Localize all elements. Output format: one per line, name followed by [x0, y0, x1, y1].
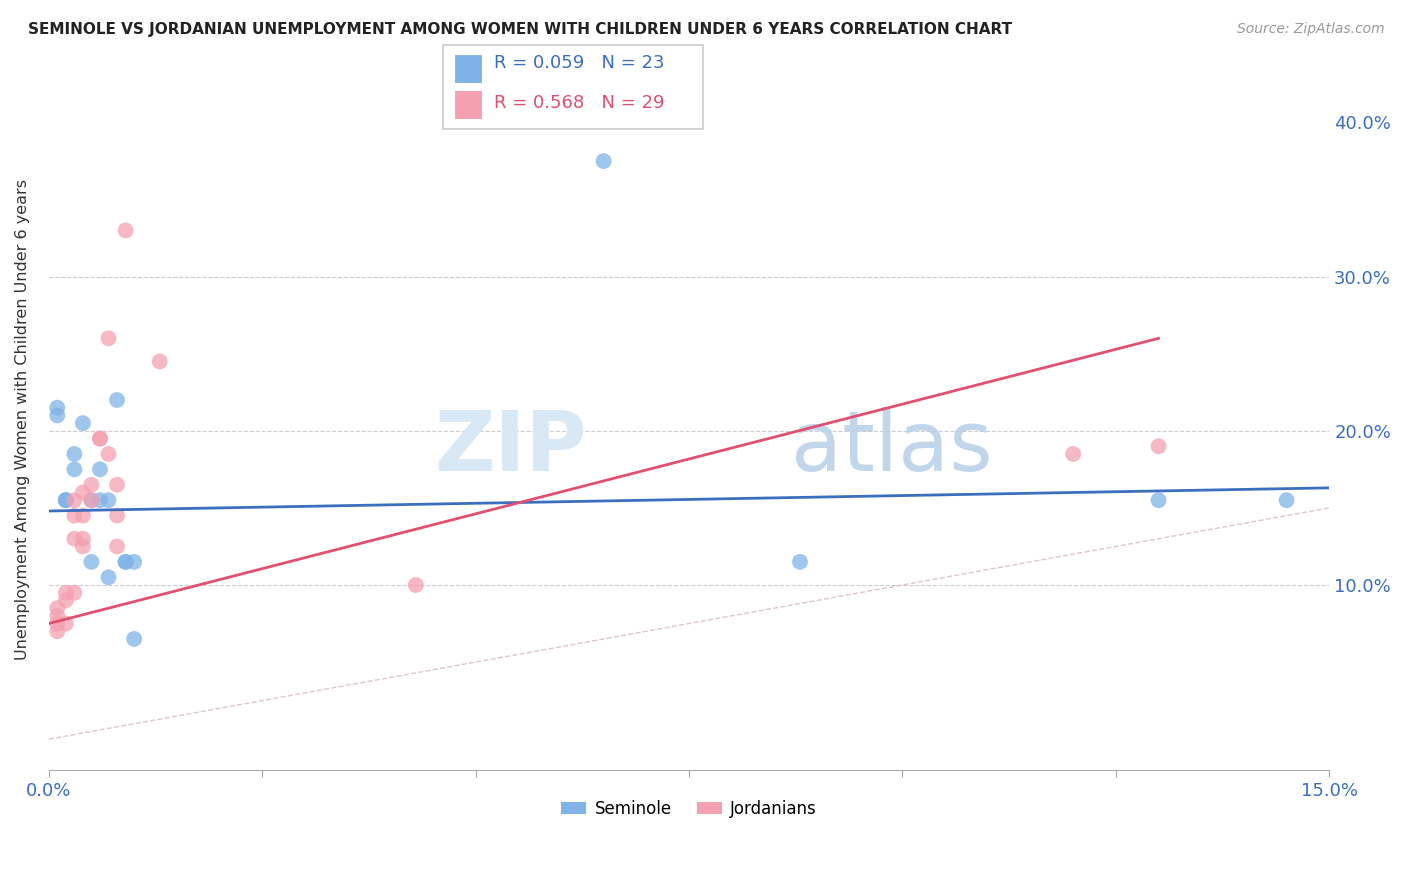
Point: [63, 447, 86, 461]
Point: [97, 570, 120, 584]
Text: SEMINOLE VS JORDANIAN UNEMPLOYMENT AMONG WOMEN WITH CHILDREN UNDER 6 YEARS CORRE: SEMINOLE VS JORDANIAN UNEMPLOYMENT AMONG…: [28, 22, 1012, 37]
Point: [55, 493, 77, 508]
Point: [46, 601, 69, 615]
Point: [405, 578, 427, 592]
Point: [1062, 447, 1084, 461]
Point: [105, 508, 128, 523]
Point: [122, 632, 145, 646]
Point: [89, 462, 111, 476]
Point: [63, 508, 86, 523]
Point: [114, 555, 136, 569]
Point: [80, 477, 103, 491]
Point: [80, 493, 103, 508]
Text: Source: ZipAtlas.com: Source: ZipAtlas.com: [1237, 22, 1385, 37]
Point: [114, 555, 136, 569]
Point: [46, 409, 69, 423]
Point: [72, 485, 94, 500]
Point: [89, 432, 111, 446]
Point: [80, 493, 103, 508]
Point: [1275, 493, 1298, 508]
Point: [80, 555, 103, 569]
Point: [97, 447, 120, 461]
Point: [592, 154, 614, 169]
Point: [63, 462, 86, 476]
Text: R = 0.568   N = 29: R = 0.568 N = 29: [494, 94, 664, 112]
Text: atlas: atlas: [792, 407, 993, 488]
Point: [149, 354, 172, 368]
Point: [46, 608, 69, 623]
Point: [46, 401, 69, 415]
Point: [55, 493, 77, 508]
Point: [114, 223, 136, 237]
Point: [63, 493, 86, 508]
Point: [1147, 493, 1170, 508]
Legend: Seminole, Jordanians: Seminole, Jordanians: [554, 794, 824, 825]
Point: [63, 532, 86, 546]
FancyBboxPatch shape: [454, 54, 482, 83]
Point: [105, 477, 128, 491]
Point: [122, 555, 145, 569]
Point: [55, 593, 77, 607]
Point: [55, 585, 77, 599]
Point: [63, 585, 86, 599]
Bar: [443, 45, 703, 129]
Point: [89, 493, 111, 508]
Point: [72, 508, 94, 523]
Point: [97, 493, 120, 508]
Point: [72, 540, 94, 554]
Point: [72, 532, 94, 546]
Text: ZIP: ZIP: [434, 407, 586, 488]
Point: [55, 493, 77, 508]
Point: [1147, 439, 1170, 453]
Point: [55, 616, 77, 631]
Point: [105, 540, 128, 554]
Point: [89, 432, 111, 446]
FancyBboxPatch shape: [454, 90, 482, 119]
Y-axis label: Unemployment Among Women with Children Under 6 years: Unemployment Among Women with Children U…: [15, 178, 30, 660]
Point: [46, 624, 69, 639]
Point: [105, 392, 128, 407]
Point: [97, 331, 120, 345]
Point: [72, 416, 94, 430]
Point: [46, 616, 69, 631]
Text: R = 0.059   N = 23: R = 0.059 N = 23: [494, 54, 664, 72]
Point: [789, 555, 811, 569]
